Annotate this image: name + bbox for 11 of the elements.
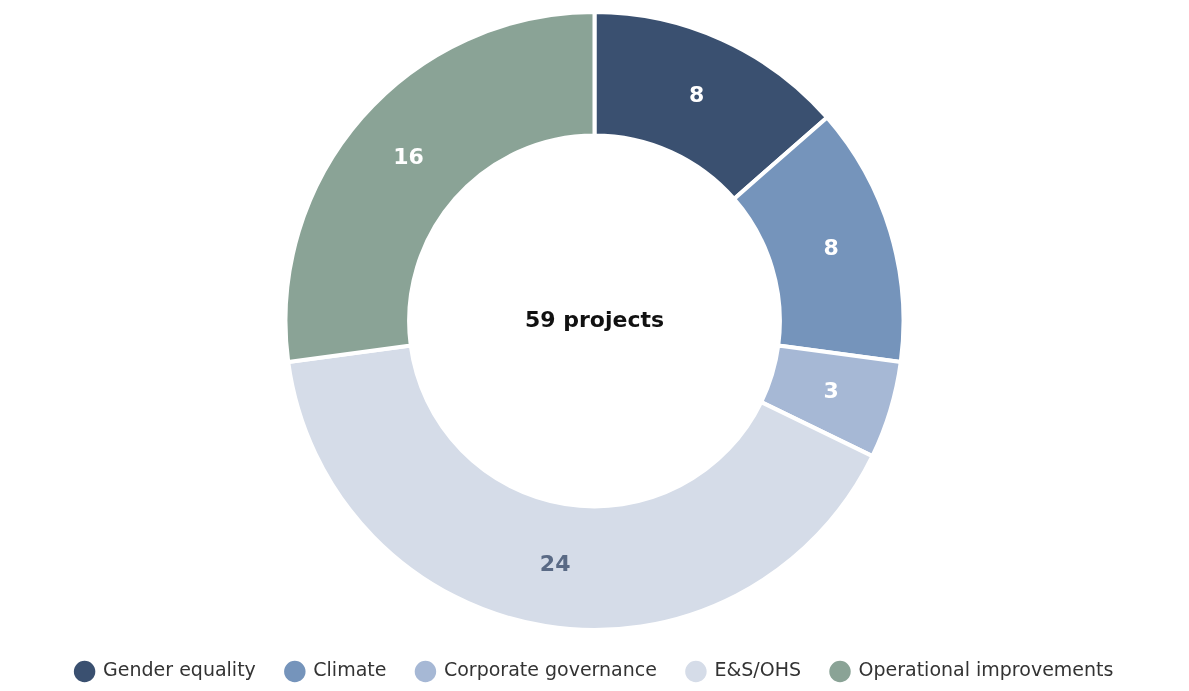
data-label: 16: [393, 143, 424, 169]
legend-label: Climate: [313, 658, 387, 681]
data-label: 8: [688, 81, 705, 107]
legend-label: Gender equality: [103, 658, 256, 681]
legend-label: Corporate governance: [443, 658, 657, 681]
data-label: 24: [539, 550, 571, 576]
text: 59 projects: [524, 306, 665, 332]
legend-label: E&S/OHS: [714, 658, 802, 681]
data-label: 3: [823, 378, 839, 404]
legend-label: Operational improvements: [858, 658, 1114, 681]
data-label: 8: [823, 235, 839, 261]
